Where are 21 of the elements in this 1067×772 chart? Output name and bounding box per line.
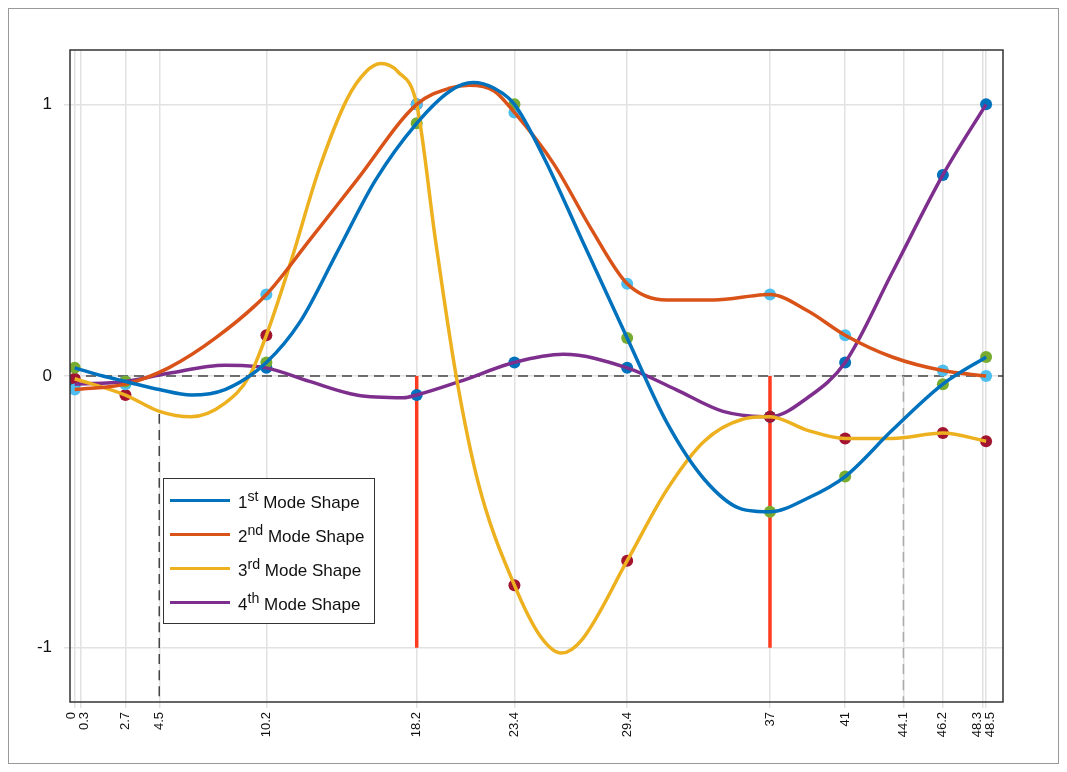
legend-label: 3$^{rd}$ Mode Shape: [238, 555, 362, 581]
x-tick-label: 48.5: [982, 712, 998, 738]
x-tick-label: 48.3: [969, 712, 985, 738]
legend-label: 4$^{th}$ Mode Shape: [238, 589, 361, 615]
x-tick-label: 10.2: [257, 712, 273, 738]
legend-label: 2$^{nd}$ Mode Shape: [238, 521, 365, 547]
x-tick-label: 0.3: [75, 712, 91, 731]
legend-label: 1$^{st}$ Mode Shape: [238, 487, 360, 513]
x-tick-label: 46.2: [934, 712, 950, 738]
y-tick-label: -1: [36, 637, 52, 657]
x-tick-label: 2.7: [117, 712, 133, 731]
x-tick-label: 4.5: [150, 712, 166, 731]
x-tick-label: 18.2: [408, 712, 424, 738]
x-tick-label: 44.1: [894, 712, 910, 738]
x-tick-label: 0: [62, 712, 78, 720]
x-tick-label: 23.4: [506, 712, 521, 738]
y-tick-label: 0: [42, 365, 52, 385]
y-tick-label: 1: [42, 94, 52, 114]
x-tick-label: 37: [761, 712, 777, 727]
x-tick-label: 41: [836, 712, 852, 727]
x-tick-label: 29.4: [618, 712, 634, 738]
